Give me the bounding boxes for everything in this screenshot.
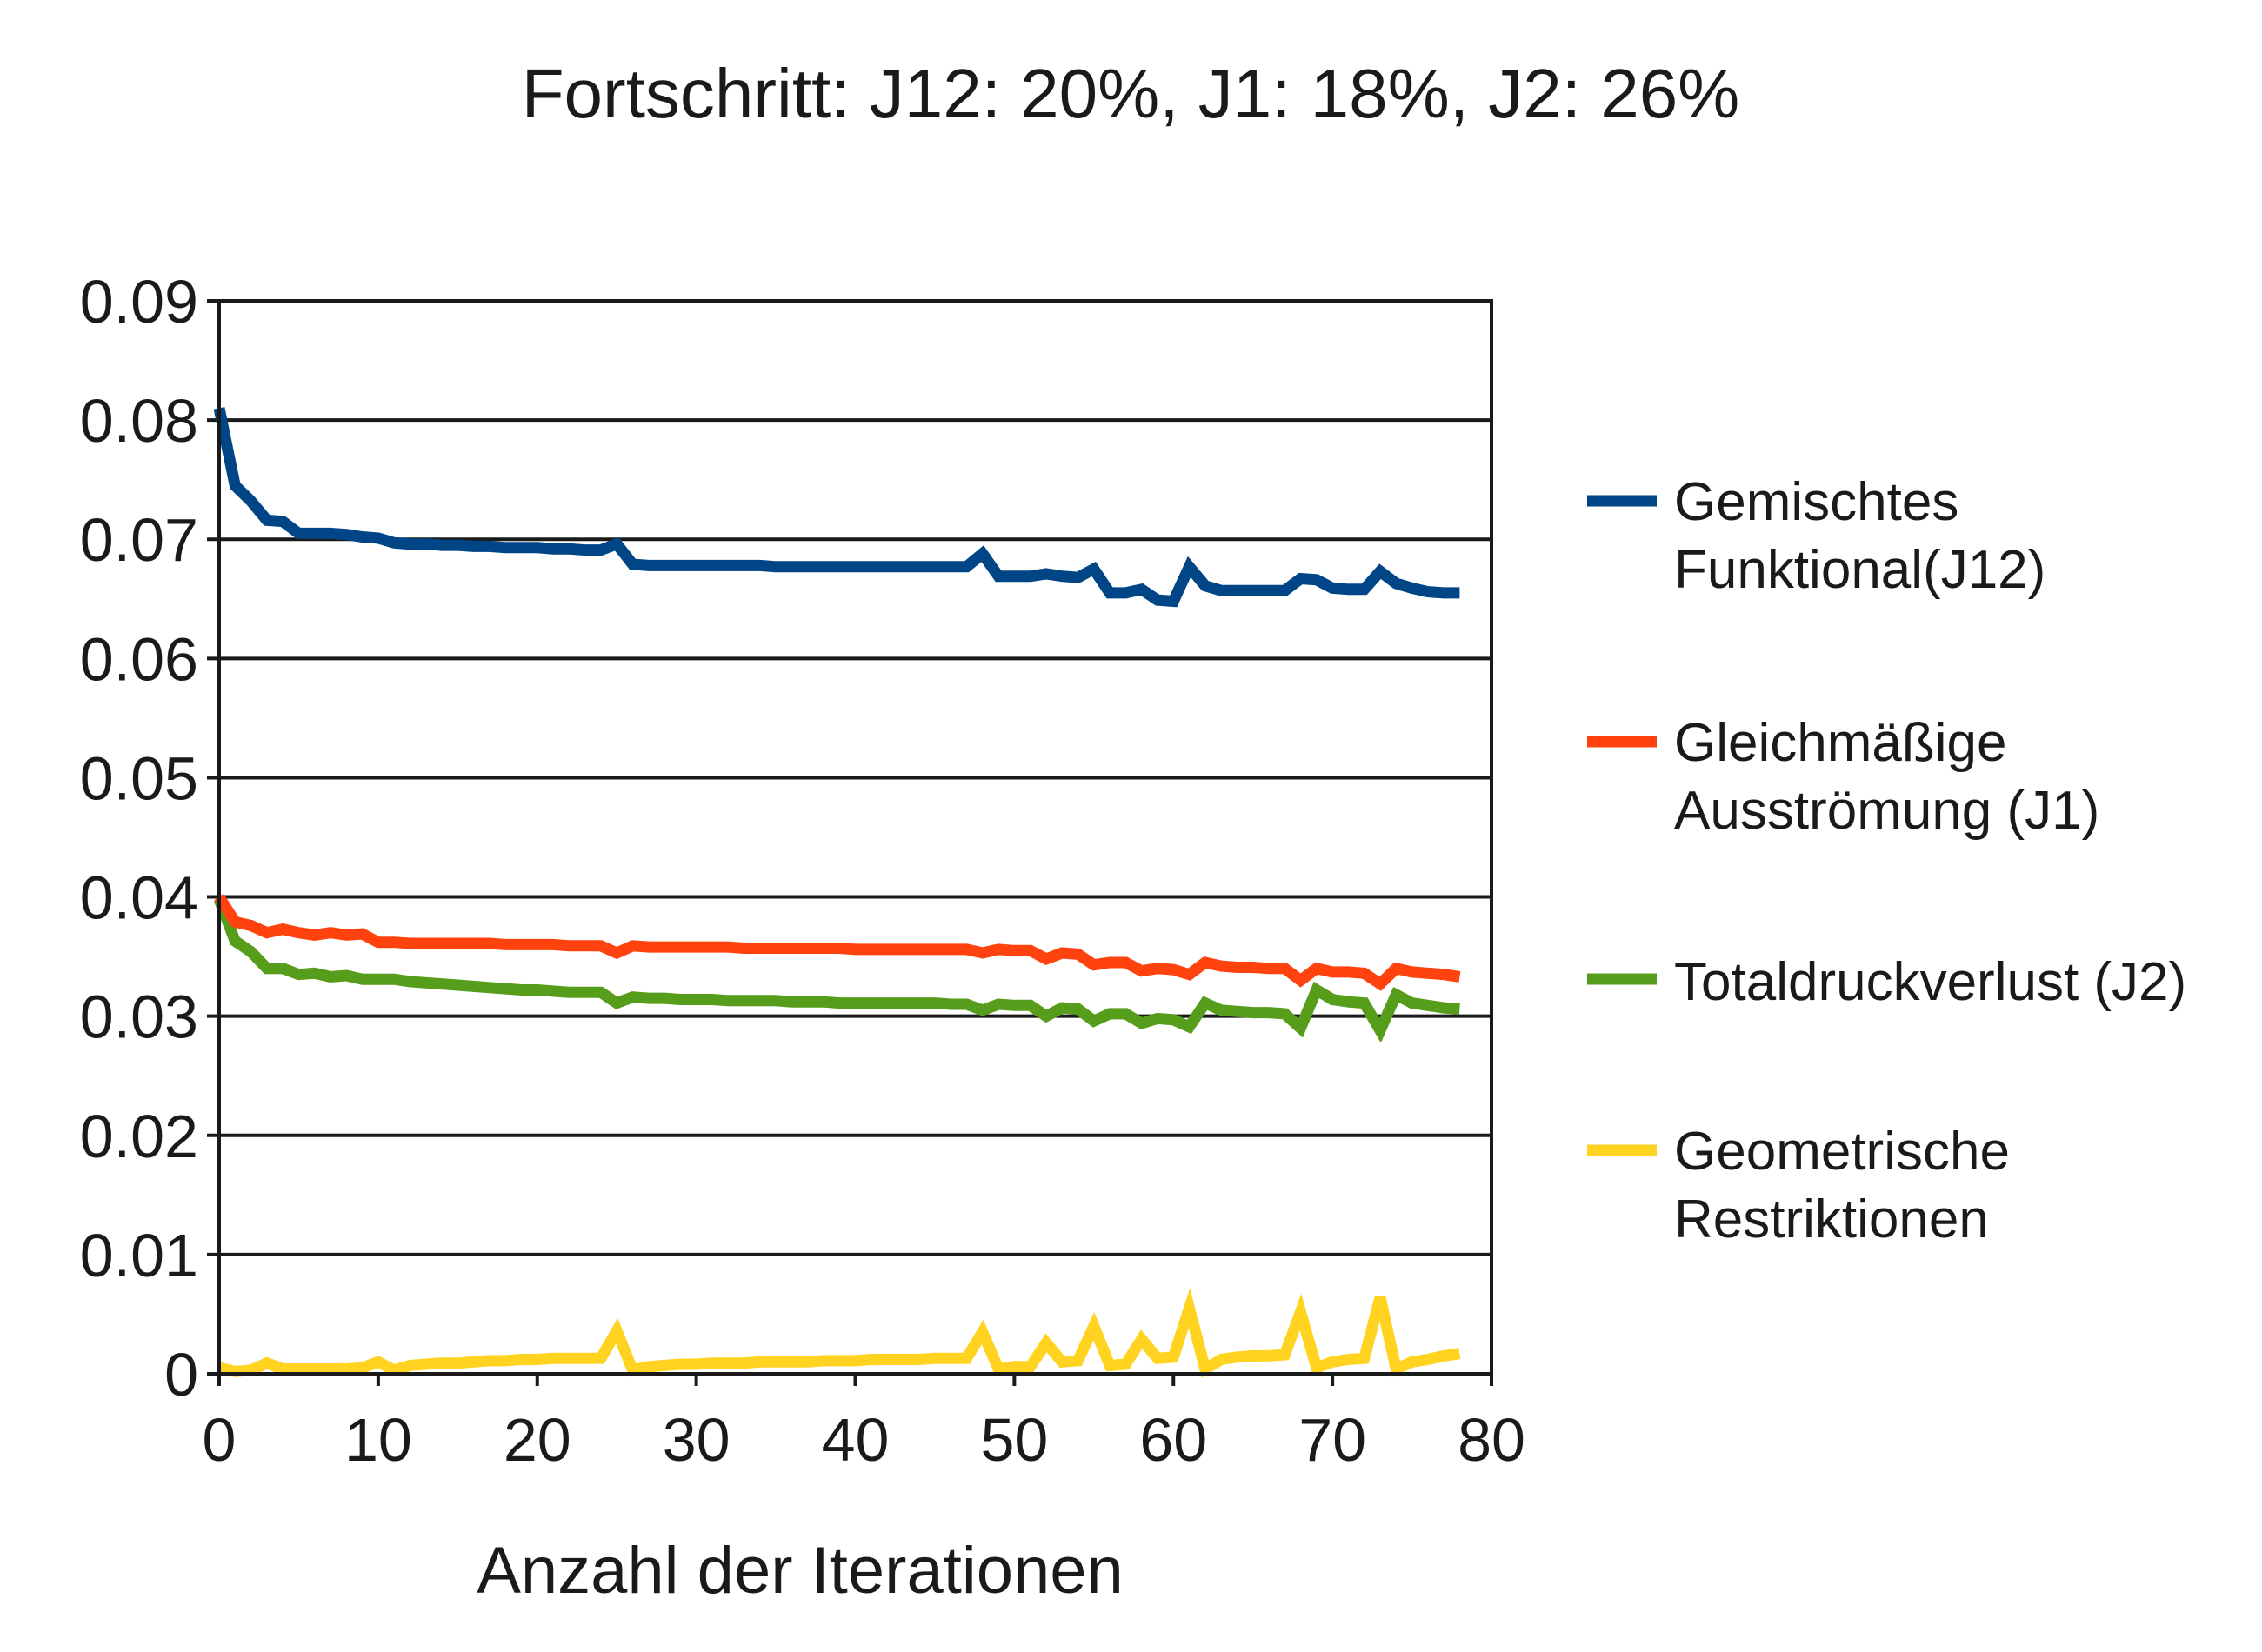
- series-line-0: [213, 407, 1460, 608]
- y-tick-label: 0.03: [80, 983, 198, 1051]
- legend: Gemischtes Funktional(J12) Gleichmäßige Aus…: [1587, 472, 2186, 1249]
- x-tick-label: 40: [822, 1406, 890, 1474]
- chart-title: Fortschritt: J12: 20%, J1: 18%, J2: 26%: [522, 55, 1740, 132]
- y-tick-label: 0.09: [80, 268, 198, 336]
- x-tick-label: 50: [980, 1406, 1048, 1474]
- series-line-3: [217, 1288, 1461, 1378]
- legend-label-2: Totaldruckverlust (J2): [1674, 952, 2186, 1012]
- plot-frame: [217, 299, 1493, 1376]
- legend-label-0: Gemischtes Funktional(J12): [1674, 472, 2045, 600]
- x-tick-label: 0: [203, 1406, 237, 1474]
- y-tick-label: 0.05: [80, 744, 198, 812]
- y-axis-ticks: 0 0.01 0.02 0.03 0.04 0.05 0.06 0.07 0.08 0.09: [80, 268, 198, 1409]
- grid-lines: [207, 299, 1491, 1376]
- x-tick-label: 70: [1298, 1406, 1366, 1474]
- y-tick-label: 0.02: [80, 1102, 198, 1170]
- x-axis-label: Anzahl der Iterationen: [477, 1534, 1124, 1608]
- series-lines: [213, 407, 1461, 1378]
- x-axis-ticks: 0 10 20 30 40 50 60 70 80: [203, 1374, 1525, 1474]
- x-tick-label: 20: [504, 1406, 571, 1474]
- x-tick-label: 60: [1139, 1406, 1207, 1474]
- y-tick-label: 0.04: [80, 864, 198, 932]
- y-tick-label: 0.08: [80, 387, 198, 455]
- x-tick-label: 10: [344, 1406, 412, 1474]
- y-tick-label: 0.01: [80, 1222, 198, 1289]
- y-tick-label: 0: [164, 1341, 198, 1409]
- y-tick-label: 0.07: [80, 506, 198, 574]
- x-tick-label: 30: [663, 1406, 731, 1474]
- x-tick-label: 80: [1458, 1406, 1525, 1474]
- y-tick-label: 0.06: [80, 625, 198, 693]
- legend-label-3: Geometrische Restriktionen: [1674, 1122, 2010, 1249]
- series-line-1: [214, 894, 1461, 991]
- series-line-2: [213, 896, 1460, 1043]
- legend-label-1: Gleichmäßige Ausströmung (J1): [1674, 713, 2099, 841]
